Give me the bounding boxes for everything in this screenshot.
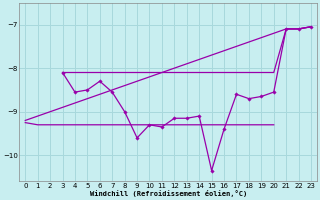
X-axis label: Windchill (Refroidissement éolien,°C): Windchill (Refroidissement éolien,°C) xyxy=(90,190,247,197)
